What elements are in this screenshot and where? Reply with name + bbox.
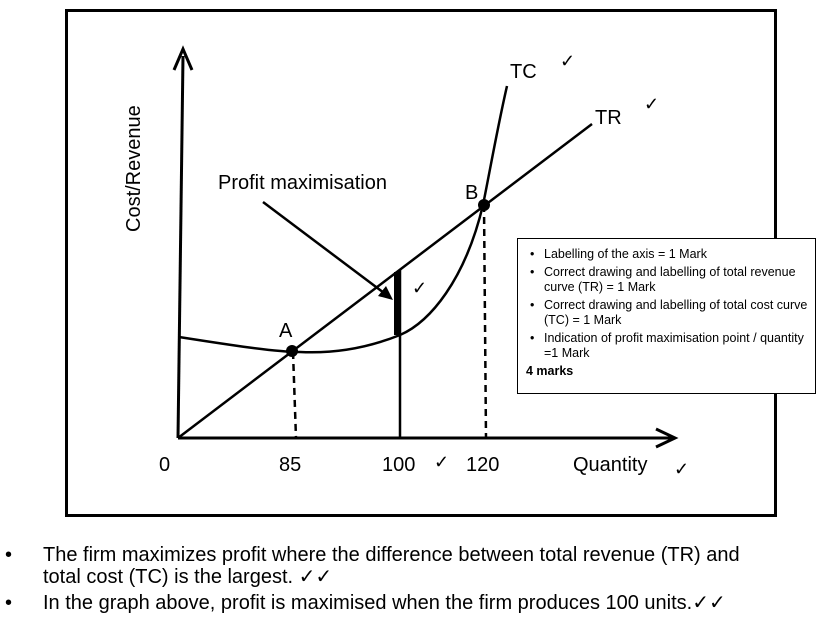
check-mark-100: ✓ [434,452,449,472]
bullet-icon: • [5,592,13,614]
x-axis-arrowhead [655,427,679,449]
tick-label-100: 100 [382,454,415,476]
tr-label: TR [595,107,622,129]
marking-scheme-box: Labelling of the axis = 1 Mark Correct d… [517,238,816,394]
note-item: • The firm maximizes profit where the di… [0,544,743,588]
profit-maximisation-label: Profit maximisation [218,172,387,194]
marking-total: 4 marks [526,364,574,378]
y-axis [176,55,185,439]
notes-list: • The firm maximizes profit where the di… [0,544,818,618]
x-axis-label: Quantity [573,454,647,476]
note-item: • In the graph above, profit is maximise… [0,592,743,614]
bullet-icon: • [5,544,13,566]
note-text: The firm maximizes profit where the diff… [43,544,740,588]
y-axis-arrowhead [172,45,194,71]
point-b [478,199,490,211]
point-b-label: B [465,182,478,204]
tick-label-120: 120 [466,454,499,476]
check-mark-profit: ✓ [412,278,427,298]
tr-curve [177,123,593,439]
dashed-line-120 [482,204,488,439]
point-a-label: A [279,320,293,342]
dashed-line-85 [291,351,298,439]
check-mark-quantity: ✓ [674,459,689,479]
tick-label-0: 0 [159,454,170,476]
marking-item: Correct drawing and labelling of total c… [526,298,809,328]
tc-label: TC [510,61,537,83]
tick-label-85: 85 [279,454,301,476]
point-a [286,345,298,357]
marking-item: Labelling of the axis = 1 Mark [526,247,809,262]
marking-item: Correct drawing and labelling of total r… [526,265,809,295]
marking-scheme-list: Labelling of the axis = 1 Mark Correct d… [526,247,809,361]
check-mark-tr: ✓ [644,94,659,114]
annotation-arrow [262,201,389,297]
cost-revenue-diagram: Cost/Revenue Quantity TC TR A B Profit m… [123,45,689,479]
note-text: In the graph above, profit is maximised … [43,592,726,614]
check-mark-tc: ✓ [560,51,575,71]
annotation-arrowhead [378,286,393,300]
marking-item: Indication of profit maximisation point … [526,331,809,361]
y-axis-label: Cost/Revenue [123,105,145,232]
